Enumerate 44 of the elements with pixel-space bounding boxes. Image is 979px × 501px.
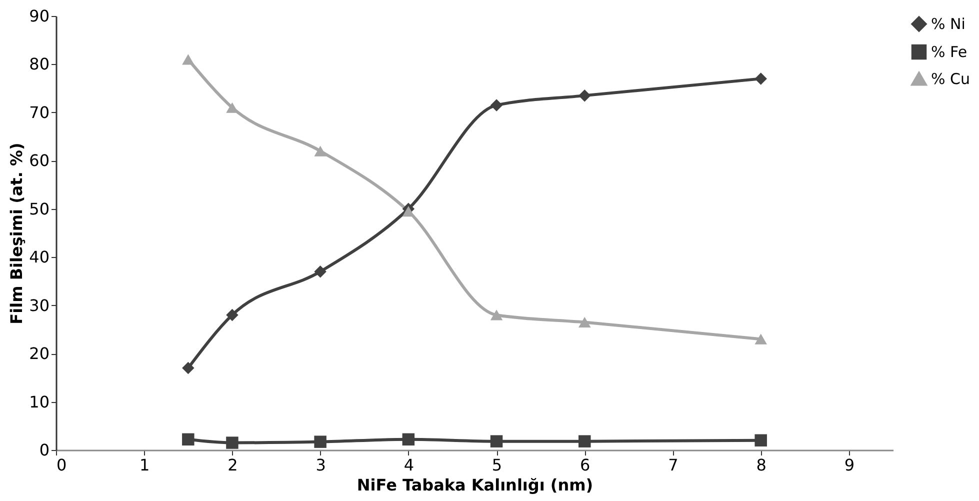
y-tick-label: 90: [29, 6, 50, 26]
point: [754, 434, 767, 446]
x-tick-label: 0: [56, 456, 67, 474]
x-tick-label: 6: [580, 456, 590, 474]
y-axis-title: Film Bileşimi (at. %): [7, 142, 26, 324]
point: [226, 436, 238, 449]
point: [402, 433, 415, 446]
x-tick-label: 4: [404, 456, 414, 474]
point: [314, 265, 326, 278]
point: [754, 72, 767, 85]
legend-label: % Ni: [931, 15, 966, 33]
y-tick-label: 20: [29, 344, 50, 364]
y-tick-label: 80: [29, 54, 50, 74]
x-tick-label: 9: [844, 456, 855, 474]
point: [490, 310, 503, 320]
point: [226, 308, 238, 322]
point: [402, 206, 415, 217]
point: [182, 433, 194, 446]
y-tick-label: 30: [29, 296, 50, 315]
legend-label: % Cu: [931, 70, 970, 88]
y-tick-label: 60: [29, 151, 50, 170]
point: [578, 435, 591, 448]
y-tick-label: 10: [29, 392, 50, 412]
x-tick-label: 5: [492, 456, 502, 474]
x-tick-label: 3: [316, 456, 326, 474]
x-tick-label: 1: [140, 456, 150, 474]
point: [490, 435, 503, 448]
legend-label: % Fe: [931, 43, 968, 61]
y-tick-label: 70: [29, 102, 50, 122]
x-tick-label: 7: [668, 456, 678, 474]
point: [182, 362, 194, 374]
y-tick-label: 50: [29, 199, 50, 218]
point: [314, 146, 326, 156]
point: [578, 89, 591, 102]
x-tick-label: 2: [228, 456, 238, 474]
x-axis-title: NiFe Tabaka Kalınlığı (nm): [356, 476, 594, 494]
y-tick-label: 0: [39, 440, 50, 460]
y-tick-label: 40: [29, 248, 50, 267]
point: [314, 436, 326, 448]
x-tick-label: 8: [756, 456, 766, 474]
point: [578, 316, 591, 328]
point: [754, 334, 767, 344]
point: [490, 99, 503, 112]
point: [182, 54, 194, 65]
